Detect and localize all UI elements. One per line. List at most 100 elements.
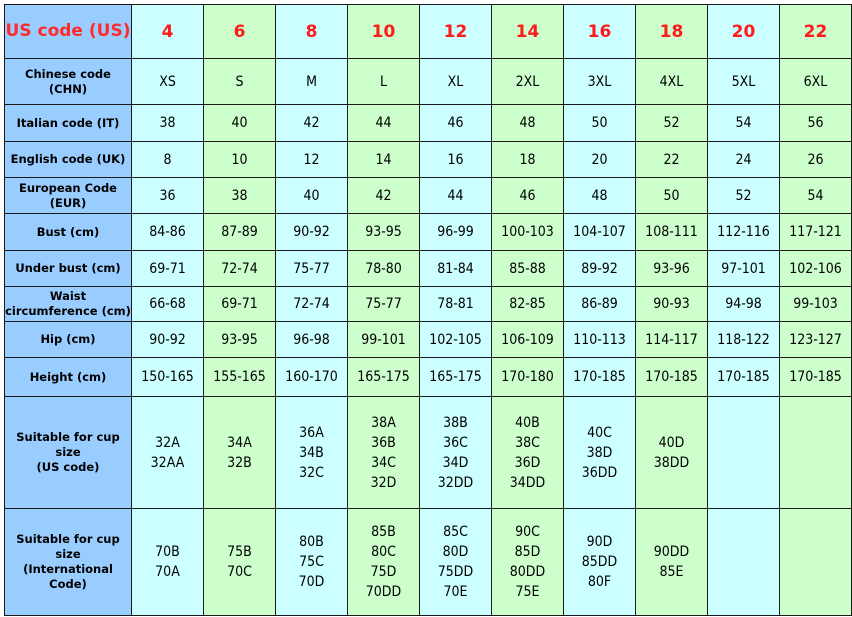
table-cell: 75-77 (275, 250, 348, 287)
row-label: US code (US) (4, 4, 132, 59)
table-cell (779, 396, 852, 509)
table-cell: 40D 38DD (635, 396, 708, 509)
table-cell: 10 (203, 141, 276, 178)
table-cell: 50 (635, 177, 708, 214)
table-cell: 93-95 (203, 321, 276, 358)
table-row: Height (cm) 150-165 155-165 160-170 165-175 1… (4, 357, 852, 397)
table-cell: 165-175 (419, 357, 492, 397)
table-cell: 38 (131, 104, 204, 142)
cell-line: Suitable for cup size (16, 430, 120, 459)
table-cell: 36 (131, 177, 204, 214)
cell-line: 38DD (653, 454, 690, 471)
table-cell: 20 (563, 141, 636, 178)
table-cell: 170-180 (491, 357, 564, 397)
table-cell: 4XL (635, 58, 708, 105)
table-cell: 78-81 (419, 286, 492, 322)
table-cell: 20 (707, 4, 780, 59)
row-label: Hip (cm) (4, 321, 132, 358)
cell-line: 85D (514, 544, 541, 560)
table-cell: 34A 32B (203, 396, 276, 509)
table-cell: 40C 38D 36DD (563, 396, 636, 509)
table-cell: XS (131, 58, 204, 105)
table-row: European Code (EUR) 36 38 40 42 44 46 48 50 52 54 (4, 177, 852, 214)
table-cell: 5XL (707, 58, 780, 105)
table-cell: 56 (779, 104, 852, 142)
cell-line: circumference (cm) (5, 304, 131, 318)
table-cell: 102-105 (419, 321, 492, 358)
table-cell: 52 (635, 104, 708, 142)
table-cell: 100-103 (491, 213, 564, 251)
cell-line: (International Code) (23, 562, 113, 591)
cell-line: 34B (299, 444, 324, 461)
table-cell: 78-80 (347, 250, 420, 287)
table-cell: 10 (347, 4, 420, 59)
table-cell: 90DD 85E (635, 508, 708, 616)
table-cell: 90-92 (275, 213, 348, 251)
table-cell: 85C 80D 75DD 70E (419, 508, 492, 616)
table-cell: 90C 85D 80DD 75E (491, 508, 564, 616)
cell-line: Waist (49, 289, 87, 303)
cell-line: 85E (659, 564, 684, 580)
table-cell: 87-89 (203, 213, 276, 251)
table-row: Italian code (IT) 38 40 42 44 46 48 50 52 54 56 (4, 104, 852, 142)
table-cell: 18 (635, 4, 708, 59)
table-cell: 24 (707, 141, 780, 178)
cell-line: 32B (227, 454, 252, 471)
table-cell: 66-68 (131, 286, 204, 322)
table-cell: 32A 32AA (131, 396, 204, 509)
cell-line: 32AA (150, 454, 185, 471)
table-row: Suitable for cup size (US code) 32A 32AA 34A… (4, 396, 852, 509)
cell-line: 80D (442, 544, 469, 560)
table-cell: 16 (419, 141, 492, 178)
table-cell (707, 396, 780, 509)
cell-line: 40C (587, 424, 612, 441)
table-cell: 102-106 (779, 250, 852, 287)
table-cell: XL (419, 58, 492, 105)
table-cell: 96-99 (419, 213, 492, 251)
table-cell: 160-170 (275, 357, 348, 397)
table-cell: 42 (275, 104, 348, 142)
table-cell: 38A 36B 34C 32D (347, 396, 420, 509)
table-cell: 26 (779, 141, 852, 178)
table-cell: 150-165 (131, 357, 204, 397)
row-label: Italian code (IT) (4, 104, 132, 142)
table-cell: 170-185 (635, 357, 708, 397)
cell-line: 38B (443, 414, 468, 431)
table-cell: 72-74 (203, 250, 276, 287)
cell-line: 90D (586, 534, 613, 550)
table-cell: 106-109 (491, 321, 564, 358)
cell-line: 85DD (581, 554, 618, 570)
table-cell (707, 508, 780, 616)
table-cell: 70B 70A (131, 508, 204, 616)
table-cell: 80B 75C 70D (275, 508, 348, 616)
table-cell: 4 (131, 4, 204, 59)
cell-line: 36A (299, 424, 324, 441)
table-cell: 36A 34B 32C (275, 396, 348, 509)
table-cell: 40B 38C 36D 34DD (491, 396, 564, 509)
table-cell: 104-107 (563, 213, 636, 251)
cell-line: 70DD (365, 584, 402, 600)
table-cell: 46 (491, 177, 564, 214)
cell-line: 80F (587, 574, 612, 590)
table-cell: 3XL (563, 58, 636, 105)
row-label: Suitable for cup size (International Code… (4, 508, 132, 616)
table-cell: 22 (635, 141, 708, 178)
cell-line: 80B (299, 534, 324, 550)
table-cell: 16 (563, 4, 636, 59)
table-cell: 165-175 (347, 357, 420, 397)
cell-line: 90DD (653, 544, 690, 560)
table-cell: 90D 85DD 80F (563, 508, 636, 616)
table-cell: 72-74 (275, 286, 348, 322)
cell-line: 32C (299, 464, 324, 481)
table-cell: 14 (491, 4, 564, 59)
size-chart-table: US code (US) 4 6 8 10 12 14 16 18 20 22 Chinese cod… (4, 4, 852, 616)
row-label: Suitable for cup size (US code) (4, 396, 132, 509)
cell-line: 36D (514, 454, 541, 471)
cell-line: 36C (443, 434, 468, 451)
table-cell: 82-85 (491, 286, 564, 322)
table-cell: 99-101 (347, 321, 420, 358)
cell-line: 70C (227, 564, 252, 580)
table-cell: 93-95 (347, 213, 420, 251)
cell-line: 38D (586, 444, 613, 461)
cell-line: 38C (515, 434, 540, 451)
